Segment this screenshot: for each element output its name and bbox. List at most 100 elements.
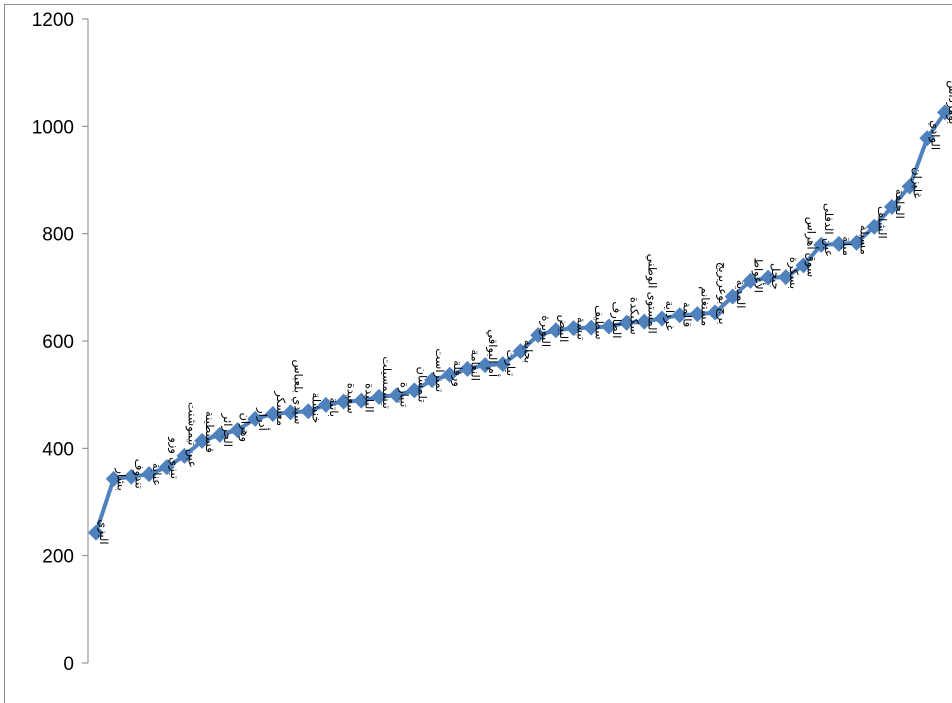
series-line-group <box>94 111 947 534</box>
data-point-marker <box>901 178 918 195</box>
data-point-marker <box>300 403 317 420</box>
category-label: تيزي وزو <box>167 436 180 479</box>
category-label: مسيلة <box>858 225 870 255</box>
category-label: سطيف <box>592 305 604 339</box>
data-point-marker <box>371 388 387 405</box>
data-points <box>88 104 952 541</box>
data-point-marker <box>813 236 830 253</box>
category-label: المستوى الوطني <box>644 254 657 334</box>
category-label: الوادي <box>927 120 940 150</box>
data-point-marker <box>689 306 706 323</box>
y-tick-label: 800 <box>42 225 74 246</box>
category-label: برج بوعريريج <box>715 262 728 325</box>
category-label: المدية <box>734 280 746 309</box>
data-point-marker <box>707 304 724 321</box>
data-point-marker <box>158 459 175 476</box>
category-labels: اليزي بشار تندوف عنابة تيزي وزو عين تيموشنت قس… <box>96 80 952 544</box>
category-label: البيض <box>556 315 569 343</box>
category-label: أدرار <box>255 407 271 431</box>
category-label: بشار <box>114 467 127 491</box>
data-point-marker <box>141 466 158 483</box>
data-point-marker <box>229 422 246 439</box>
data-point-marker <box>654 310 670 327</box>
category-label: الجزائر <box>220 413 233 447</box>
y-tick-label: 0 <box>63 654 74 675</box>
data-point-marker <box>636 313 653 330</box>
data-point-marker <box>848 234 865 251</box>
category-label: سيدي بلعباس <box>291 359 304 424</box>
category-label: بومرداس <box>945 80 952 124</box>
data-point-marker <box>353 392 370 409</box>
category-label: الجلفة <box>893 189 905 219</box>
category-label: البويرة <box>538 315 551 347</box>
data-point-marker <box>866 218 883 235</box>
data-point-marker <box>477 357 494 374</box>
data-point-marker <box>600 318 617 335</box>
category-label: تيسمسيلت <box>380 356 392 408</box>
category-label: تلمسان <box>415 367 427 403</box>
category-label: عين تيموشنت <box>184 402 197 468</box>
category-label: النعامة <box>468 349 480 381</box>
data-point-marker <box>830 235 847 252</box>
data-point-marker <box>123 468 140 485</box>
data-point-marker <box>777 269 794 286</box>
data-point-marker <box>211 426 228 443</box>
category-label: تمنراست <box>432 348 445 392</box>
category-label: معسكر <box>273 390 286 426</box>
data-point-marker <box>724 288 741 305</box>
data-point-marker <box>264 405 281 422</box>
data-point-marker <box>247 410 264 427</box>
y-tick-label: 1200 <box>32 10 74 31</box>
data-point-marker <box>335 393 352 410</box>
data-point-marker <box>494 356 511 373</box>
data-point-marker <box>441 366 458 383</box>
category-label: تندوف <box>131 459 144 489</box>
data-point-marker <box>194 432 211 449</box>
category-label: الطارف <box>609 301 622 338</box>
category-label: اليزي <box>96 519 109 545</box>
category-label: تيارت <box>503 350 516 377</box>
category-label: باتنة <box>327 397 339 417</box>
category-label: مستغانم <box>698 286 710 326</box>
data-point-marker <box>512 343 529 360</box>
data-point-marker <box>937 104 952 121</box>
data-point-marker <box>282 404 299 421</box>
category-label: بجاية <box>522 340 534 364</box>
data-point-marker <box>742 272 759 289</box>
category-label: سعيدة <box>345 383 357 414</box>
category-label: وهران <box>238 412 251 442</box>
data-point-marker <box>883 198 900 215</box>
y-tick-label: 200 <box>42 547 74 568</box>
data-point-marker <box>760 269 777 286</box>
data-point-marker <box>406 382 423 399</box>
data-point-marker <box>547 322 564 339</box>
data-point-marker <box>388 387 405 404</box>
data-point-marker <box>317 396 334 413</box>
category-label: قسنطينة <box>203 411 215 453</box>
data-point-marker <box>88 524 104 541</box>
category-label: قالمة <box>681 302 693 327</box>
series-line <box>94 111 947 534</box>
axes: 0 200 400 600 800 1000 1200 <box>32 10 89 675</box>
category-label: جيجل <box>769 263 781 290</box>
category-label: تبسة <box>575 317 587 340</box>
y-tick-label: 1000 <box>32 117 74 138</box>
category-label: سوق أهراس <box>804 217 820 278</box>
category-label: خنشلة <box>309 392 321 423</box>
category-label: ميلة <box>840 236 852 256</box>
category-label: عين الدفلى <box>821 203 834 257</box>
category-label: غليزان <box>910 167 923 198</box>
data-point-marker <box>919 130 936 147</box>
category-label: الشلف <box>875 206 887 239</box>
y-tick-label: 400 <box>42 439 74 460</box>
chart-frame <box>4 4 952 703</box>
category-label: الأغواط <box>750 257 765 293</box>
data-point-marker <box>583 319 600 336</box>
category-label: أم البواقي <box>485 329 501 377</box>
data-point-marker <box>176 447 193 464</box>
category-label: غرداية <box>662 300 675 330</box>
data-point-marker <box>424 372 441 389</box>
data-point-marker <box>530 327 547 344</box>
